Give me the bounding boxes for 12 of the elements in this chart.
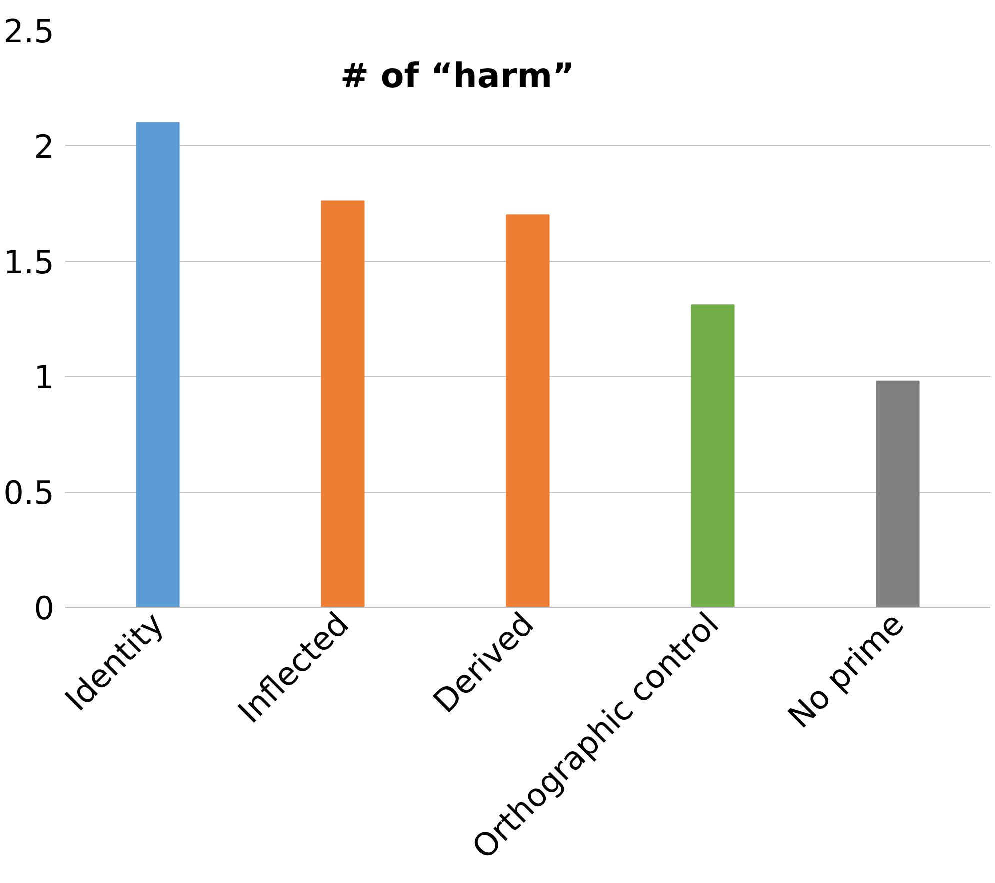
bar	[506, 214, 550, 608]
text: # of “harm”	[340, 56, 575, 97]
y-tick-label: 1.5	[4, 243, 54, 282]
bar	[691, 304, 735, 608]
y-tick-label: 2.5	[4, 12, 54, 50]
bar	[136, 122, 180, 608]
bar	[876, 380, 920, 608]
y-tick-label: 1	[34, 358, 54, 397]
y-tick-label: 2	[34, 128, 54, 166]
y-tick-label: 0	[34, 590, 54, 628]
bar	[321, 200, 365, 608]
y-tick-label: 0.5	[4, 474, 54, 512]
